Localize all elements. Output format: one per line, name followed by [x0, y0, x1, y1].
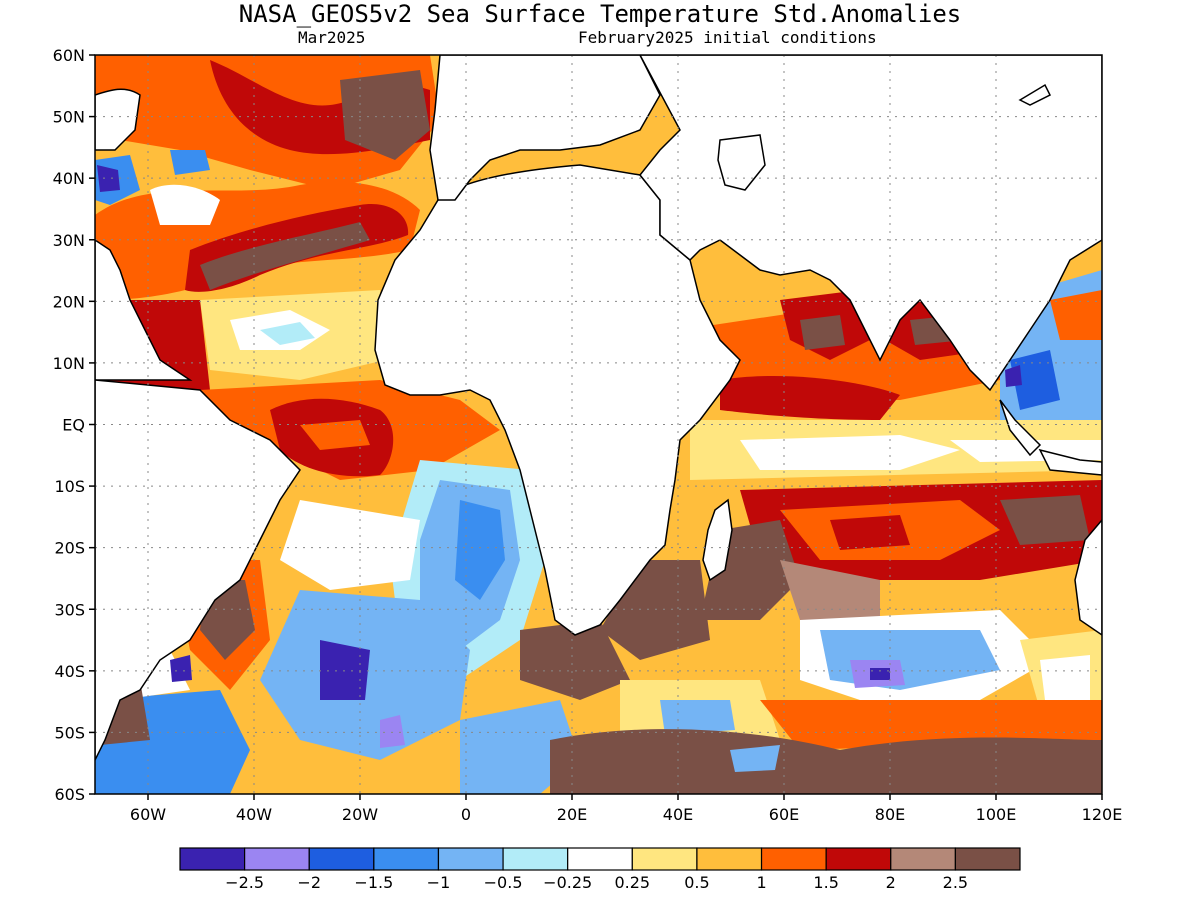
lon-tick-label: 100E: [976, 805, 1017, 824]
colorbar-label: −2: [297, 873, 321, 892]
axis-ticks: 60N 50N 40N 30N 20N 10N EQ 10S 20S 30S 40S 50S 60S 60…: [53, 46, 1123, 824]
lon-tick-label: 20E: [557, 805, 587, 824]
colorbar-label: −1.5: [354, 873, 393, 892]
lon-tick-label: 80E: [875, 805, 905, 824]
lat-tick-label: 60S: [54, 785, 85, 804]
colorbar-swatch: [825, 847, 892, 871]
colorbar-swatch: [179, 847, 246, 871]
colorbar-label: −2.5: [225, 873, 264, 892]
lat-tick-label: 50S: [54, 723, 85, 742]
colorbar: −2.5 −2 −1.5 −1 −0.5 −0.25 0.25 0.5 1 1.5 2 2.5: [179, 847, 1021, 892]
lon-tick-label: 60W: [130, 805, 166, 824]
lon-tick-label: 0: [461, 805, 471, 824]
colorbar-label: 1.5: [813, 873, 838, 892]
colorbar-swatch: [760, 847, 827, 871]
lon-tick-label: 60E: [769, 805, 799, 824]
lat-tick-label: 30S: [54, 600, 85, 619]
colorbar-swatch: [567, 847, 633, 871]
colorbar-swatch: [308, 847, 375, 871]
lon-tick-label: 40E: [663, 805, 693, 824]
lat-tick-label: 10N: [53, 354, 85, 373]
colorbar-swatch: [696, 847, 763, 871]
lat-tick-label: 40N: [53, 169, 85, 188]
colorbar-label: −0.25: [543, 873, 592, 892]
colorbar-label: −1: [427, 873, 451, 892]
lon-tick-label: 20W: [342, 805, 378, 824]
lat-tick-label: 60N: [53, 46, 85, 65]
lat-tick-label: 20S: [54, 539, 85, 558]
lat-tick-label: 10S: [54, 477, 85, 496]
lat-tick-label: 50N: [53, 108, 85, 127]
initial-conditions-label: February2025 initial conditions: [578, 28, 877, 47]
colorbar-label: 0.25: [614, 873, 650, 892]
lon-tick-label: 120E: [1082, 805, 1123, 824]
lat-tick-label: 20N: [53, 292, 85, 311]
colorbar-swatch: [631, 847, 698, 871]
lon-tick-label: 40W: [236, 805, 272, 824]
colorbar-label: 1: [756, 873, 766, 892]
lat-tick-label: 30N: [53, 231, 85, 250]
colorbar-swatch: [437, 847, 504, 871]
colorbar-label: 0.5: [684, 873, 709, 892]
map-title: NASA_GEOS5v2 Sea Surface Temperature Std…: [238, 0, 962, 28]
landmass-outlines: [95, 55, 1102, 761]
colorbar-label: −0.5: [484, 873, 523, 892]
colorbar-swatch: [954, 847, 1021, 871]
colorbar-swatch: [373, 847, 440, 871]
colorbar-swatch: [502, 847, 569, 871]
colorbar-label: 2.5: [943, 873, 968, 892]
colorbar-label: 2: [886, 873, 896, 892]
colorbar-swatch: [244, 847, 310, 871]
lat-tick-label: 40S: [54, 662, 85, 681]
lat-tick-label: EQ: [62, 416, 85, 435]
forecast-month: Mar2025: [298, 28, 366, 47]
colorbar-swatch: [890, 847, 956, 871]
